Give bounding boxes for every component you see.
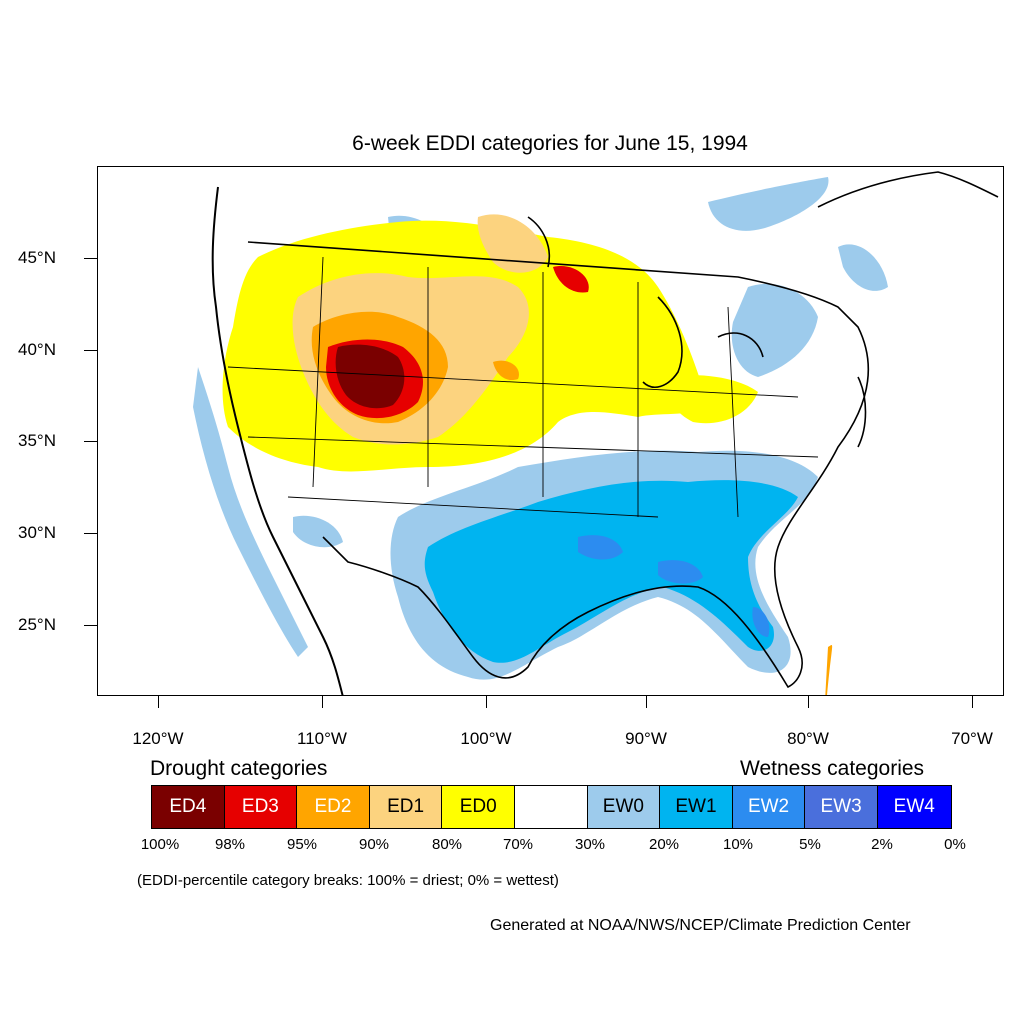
boundaries <box>211 171 999 695</box>
lat-tick <box>84 350 97 351</box>
percentile-label: 90% <box>358 836 390 853</box>
lat-tick <box>84 533 97 534</box>
legend-swatch: EW3 <box>805 786 878 828</box>
percentile-label: 20% <box>648 836 680 853</box>
legend-swatch <box>514 786 588 828</box>
map-title: 6-week EDDI categories for June 15, 1994 <box>352 132 748 155</box>
legend-swatch: EW2 <box>732 786 806 828</box>
lon-label: 120°W <box>132 729 184 748</box>
lat-label: 30°N <box>18 523 56 542</box>
legend-bar: ED4 ED3 ED2 ED1 ED0 EW0 EW1 EW2 EW3 EW4 <box>151 785 952 829</box>
legend-swatch: ED3 <box>224 786 298 828</box>
lon-label: 70°W <box>951 729 993 748</box>
percentile-label: 10% <box>722 836 754 853</box>
percentile-label: 0% <box>944 836 966 853</box>
percentile-label: 95% <box>286 836 318 853</box>
percentile-label: 98% <box>214 836 246 853</box>
wetness-heading: Wetness categories <box>740 757 925 780</box>
lat-label: 35°N <box>18 431 56 450</box>
map-panel <box>97 166 1004 696</box>
drought-patches <box>222 214 833 695</box>
legend-swatch: ED2 <box>297 786 370 828</box>
lon-label: 100°W <box>460 729 512 748</box>
drought-heading: Drought categories <box>150 757 328 780</box>
lon-label: 90°W <box>625 729 667 748</box>
lon-label: 80°W <box>787 729 829 748</box>
legend-swatch: ED4 <box>152 786 225 828</box>
legend-swatch: ED0 <box>442 786 515 828</box>
lon-tick <box>808 696 809 708</box>
percentile-label: 30% <box>574 836 606 853</box>
percentile-label: 80% <box>431 836 463 853</box>
legend-swatch: EW4 <box>877 786 951 828</box>
lat-tick <box>84 441 97 442</box>
lon-tick <box>486 696 487 708</box>
lon-label: 110°W <box>297 729 347 748</box>
percentile-label: 5% <box>799 836 821 853</box>
lon-tick <box>972 696 973 708</box>
lon-tick <box>646 696 647 708</box>
credit-line: Generated at NOAA/NWS/NCEP/Climate Predi… <box>490 917 911 934</box>
lon-tick <box>158 696 159 708</box>
lat-tick <box>84 258 97 259</box>
lat-label: 25°N <box>18 615 56 634</box>
percentile-label: 2% <box>871 836 893 853</box>
lon-tick <box>322 696 323 708</box>
legend-swatch: EW1 <box>660 786 733 828</box>
eddi-map <box>193 171 999 695</box>
legend-swatch: ED1 <box>369 786 443 828</box>
legend-swatch: EW0 <box>587 786 661 828</box>
category-note: (EDDI-percentile category breaks: 100% =… <box>137 872 559 889</box>
lat-label: 45°N <box>18 248 56 267</box>
lat-label: 40°N <box>18 340 56 359</box>
percentile-label: 100% <box>140 836 180 853</box>
percentile-label: 70% <box>502 836 534 853</box>
lat-tick <box>84 625 97 626</box>
